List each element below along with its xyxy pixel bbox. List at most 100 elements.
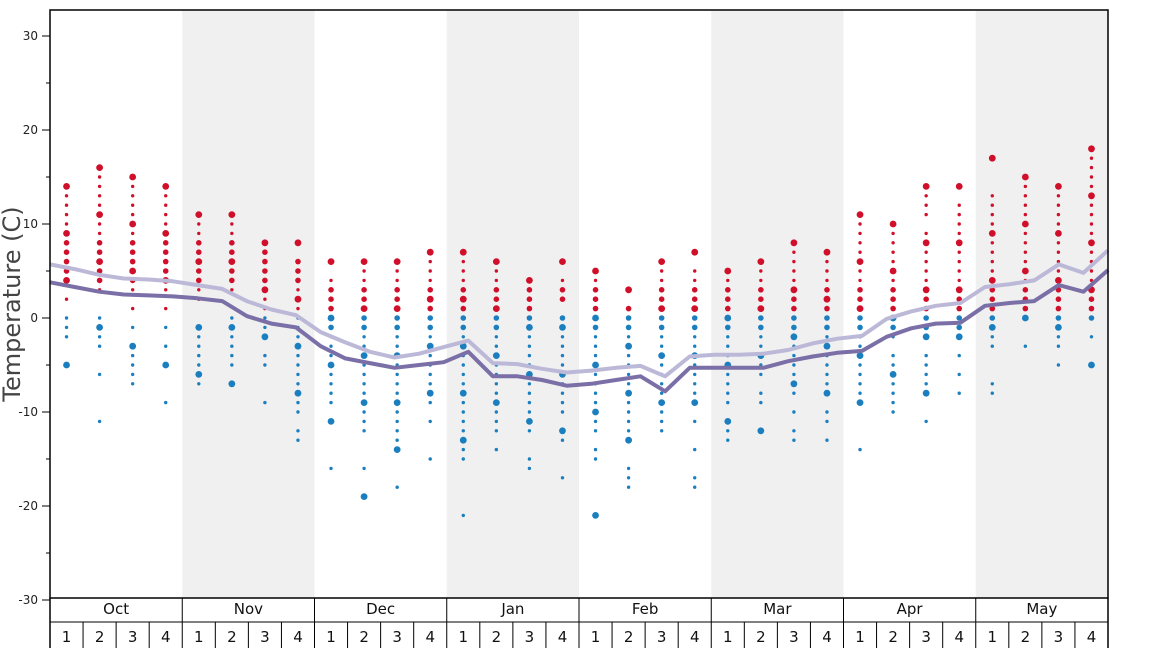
temperature-dot xyxy=(659,335,664,339)
temperature-dot xyxy=(63,258,70,265)
temperature-dot xyxy=(459,248,467,256)
temperature-dot xyxy=(97,222,102,226)
temperature-dot xyxy=(626,372,631,377)
temperature-dot xyxy=(759,391,763,395)
temperature-dot xyxy=(230,363,234,367)
temperature-dot xyxy=(395,419,399,424)
temperature-dot xyxy=(856,399,864,406)
temperature-dot xyxy=(296,382,300,386)
temperature-dot xyxy=(459,436,467,444)
temperature-dot xyxy=(625,305,632,312)
temperature-dot xyxy=(693,372,697,377)
temperature-dot xyxy=(792,269,796,273)
temperature-dot xyxy=(329,353,333,358)
temperature-dot xyxy=(97,316,102,320)
temperature-dot xyxy=(428,419,432,424)
temperature-dot xyxy=(891,410,895,414)
temperature-dot xyxy=(1023,212,1028,217)
temperature-dot xyxy=(1055,305,1062,312)
temperature-dot xyxy=(162,249,169,255)
temperature-dot xyxy=(394,296,400,303)
temperature-dot xyxy=(64,212,69,217)
temperature-dot xyxy=(1088,296,1095,303)
y-tick-label: -20 xyxy=(18,499,38,513)
temperature-dot xyxy=(394,315,400,321)
temperature-dot xyxy=(989,287,996,293)
temperature-dot xyxy=(195,324,203,331)
temperature-dot xyxy=(1089,250,1094,254)
temperature-dot xyxy=(1022,305,1029,312)
month-band-jan xyxy=(446,10,579,598)
temperature-dot xyxy=(924,353,928,358)
temperature-dot xyxy=(64,297,69,301)
temperature-dot xyxy=(461,335,465,339)
temperature-dot xyxy=(63,361,70,369)
temperature-dot xyxy=(625,315,632,321)
temperature-dot xyxy=(792,363,796,367)
temperature-dot xyxy=(990,269,994,273)
temperature-dot xyxy=(957,212,961,217)
temperature-dot xyxy=(957,278,961,283)
temperature-dot xyxy=(693,382,697,386)
temperature-dot xyxy=(460,305,467,312)
temperature-dot xyxy=(97,372,102,377)
temperature-dot xyxy=(360,399,368,406)
temperature-dot xyxy=(64,325,69,330)
temperature-dot xyxy=(527,335,532,339)
temperature-dot xyxy=(790,333,798,341)
temperature-dot xyxy=(693,391,697,395)
y-axis-title: Temperature (C) xyxy=(0,206,26,402)
temperature-dot xyxy=(1023,194,1028,198)
temperature-dot xyxy=(858,269,862,273)
temperature-dot xyxy=(129,342,137,350)
temperature-dot xyxy=(990,335,994,339)
temperature-dot xyxy=(990,203,994,207)
temperature-dot xyxy=(1088,239,1095,247)
week-label: 2 xyxy=(756,628,766,646)
week-label: 2 xyxy=(492,628,502,646)
temperature-dot xyxy=(263,325,267,330)
temperature-dot xyxy=(659,344,664,348)
temperature-dot xyxy=(592,324,599,331)
temperature-dot xyxy=(726,438,730,442)
temperature-dot xyxy=(393,399,401,406)
week-label: 2 xyxy=(227,628,237,646)
temperature-dot xyxy=(263,316,267,320)
temperature-dot xyxy=(130,325,135,330)
temperature-dot xyxy=(130,353,135,358)
temperature-dot xyxy=(592,267,599,275)
temperature-dot xyxy=(261,286,269,294)
temperature-dot xyxy=(162,230,170,237)
temperature-dot xyxy=(989,296,996,303)
temperature-dot xyxy=(97,203,102,207)
temperature-dot xyxy=(891,231,895,236)
temperature-dot xyxy=(195,240,202,246)
temperature-dot xyxy=(693,335,697,339)
temperature-dot xyxy=(294,239,302,247)
temperature-dot xyxy=(823,248,831,256)
temperature-dot xyxy=(891,363,895,367)
temperature-dot xyxy=(988,154,996,162)
temperature-dot xyxy=(164,194,168,198)
temperature-dot xyxy=(527,391,532,395)
temperature-dot xyxy=(461,419,465,424)
temperature-dot xyxy=(726,382,730,386)
temperature-dot xyxy=(560,410,565,414)
temperature-dot xyxy=(889,267,897,275)
temperature-dot xyxy=(461,363,465,367)
temperature-dot xyxy=(263,400,267,405)
temperature-dot xyxy=(758,296,764,303)
temperature-dot xyxy=(263,297,267,301)
temperature-dot xyxy=(592,512,599,519)
y-tick-label: 30 xyxy=(23,29,38,43)
temperature-dot xyxy=(922,333,930,341)
month-label-apr: Apr xyxy=(897,600,924,618)
temperature-dot xyxy=(990,259,994,264)
temperature-dot xyxy=(825,410,829,414)
temperature-dot xyxy=(891,259,895,264)
temperature-dot xyxy=(1089,184,1094,189)
temperature-dot xyxy=(757,427,765,435)
temperature-dot xyxy=(825,372,829,377)
temperature-dot xyxy=(329,382,333,386)
temperature-dot xyxy=(625,436,632,444)
